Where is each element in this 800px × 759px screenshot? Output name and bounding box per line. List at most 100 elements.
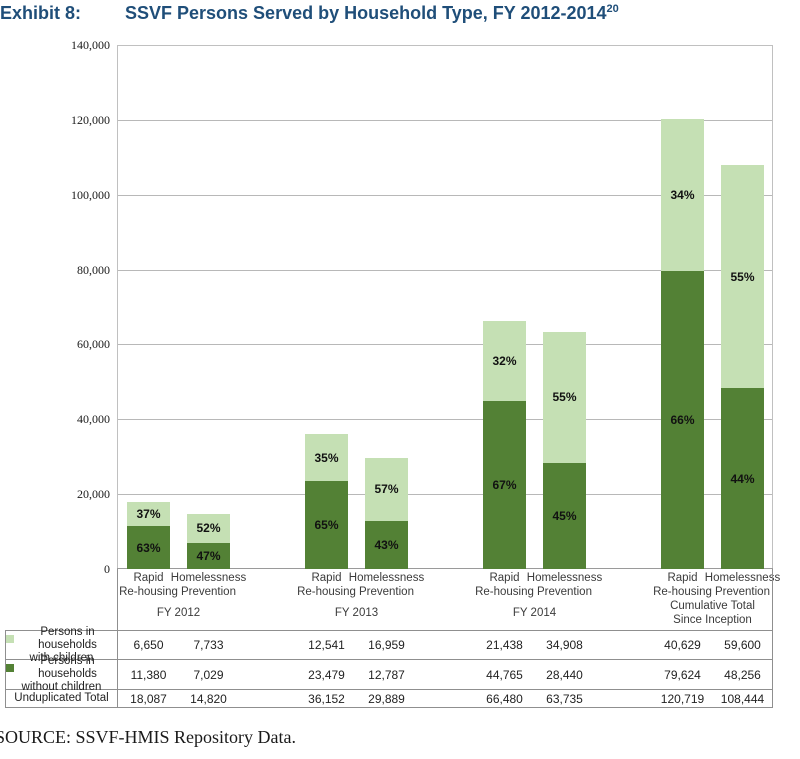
bar-category-label-line: Prevention [537, 586, 592, 598]
table-row-label-line: Persons in households [6, 655, 117, 681]
table-row-label-line: Persons in households [6, 626, 117, 652]
group-label: Cumulative Total Since Inception [623, 596, 800, 630]
table-value-cell: 59,600 [724, 638, 761, 652]
stacked-bar-2: 35% 65% [305, 434, 348, 569]
bar-segment-with-children [187, 513, 230, 543]
pct-label-without-children: 63% [136, 540, 161, 555]
table-row-label-line: Unduplicated Total [14, 692, 109, 704]
table-value-cell: 14,820 [190, 691, 227, 706]
table-value-cell: 40,629 [664, 638, 701, 652]
bar-category-label: Homelessness Prevention [688, 571, 798, 599]
table-value-cell: 120,719 [660, 691, 705, 706]
bar-segment-without-children [365, 521, 408, 569]
group-label-line: FY 2013 [334, 607, 379, 619]
table-value-cell: 108,444 [720, 691, 765, 706]
bar-category-label-line: Re-housing [653, 586, 712, 598]
stacked-bar-6: 34% 66% [661, 118, 704, 569]
pct-label-without-children: 66% [670, 412, 695, 427]
y-axis-tick-label: 140,000 [71, 38, 110, 52]
pct-label-with-children: 35% [314, 450, 339, 465]
pct-label-without-children: 67% [492, 478, 517, 493]
bar-category-label-line: Rapid [667, 572, 698, 584]
table-horizontal-border [5, 689, 773, 690]
bar-segment-without-children [483, 401, 526, 569]
pct-label-with-children: 32% [492, 354, 517, 369]
group-label-line: FY 2012 [156, 607, 201, 619]
gridline [118, 269, 772, 271]
group-label: FY 2012 [89, 596, 269, 630]
bar-category-label: Rapid Re-housing [94, 571, 204, 599]
table-value-cell: 79,624 [664, 667, 701, 682]
gridline [118, 419, 772, 421]
table-left-border [5, 630, 6, 707]
bar-category-label-line: Homelessness [170, 572, 247, 584]
legend-label-text: Persons in households [38, 625, 97, 651]
bar-segment-with-children [305, 434, 348, 482]
stacked-bar-4: 32% 67% [483, 321, 526, 569]
stacked-bar-0: 37% 63% [127, 501, 170, 569]
bar-segment-without-children [187, 542, 230, 569]
y-axis-tick-label: 100,000 [71, 187, 110, 202]
stacked-bar-3: 57% 43% [365, 457, 408, 569]
table-label-divider [117, 569, 118, 707]
pct-label-with-children: 55% [730, 269, 755, 284]
pct-label-without-children: 47% [196, 548, 221, 563]
y-axis-tick-label: 120,000 [71, 112, 110, 127]
table-value-cell: 16,959 [368, 638, 405, 652]
pct-label-with-children: 55% [552, 390, 577, 405]
table-value-cell: 34,908 [546, 638, 583, 652]
table-row-label: Persons in households with children [6, 626, 117, 664]
bar-category-label-line: Prevention [181, 586, 236, 598]
pct-label-without-children: 45% [552, 508, 577, 523]
group-label-line: Cumulative Total [670, 600, 755, 612]
exhibit-label: Exhibit 8: [0, 3, 82, 23]
bar-segment-without-children [661, 270, 704, 569]
table-row-label: Persons in households without children [6, 655, 117, 693]
table-value-cell: 12,787 [368, 667, 405, 682]
bar-category-label-line: Rapid [311, 572, 342, 584]
bar-category-label-line: Prevention [715, 586, 770, 598]
bar-segment-with-children [483, 321, 526, 402]
bar-segment-with-children [721, 165, 764, 389]
group-label-line: Since Inception [673, 614, 752, 626]
gridline [118, 119, 772, 121]
table-horizontal-border [5, 707, 773, 708]
table-value-cell: 23,479 [308, 667, 345, 682]
bar-category-label-line: Homelessness [348, 572, 425, 584]
table-value-cell: 36,152 [308, 691, 345, 706]
bar-category-label: Homelessness Prevention [154, 571, 264, 599]
table-value-cell: 11,380 [130, 667, 167, 682]
stacked-bar-5: 55% 45% [543, 331, 586, 569]
table-horizontal-border [5, 659, 773, 660]
bar-category-label-line: Homelessness [526, 572, 603, 584]
legend-swatch-without-children [6, 664, 14, 672]
gridline [118, 194, 772, 196]
title-footnote-superscript: 20 [606, 3, 619, 15]
y-axis-tick-label: 80,000 [77, 262, 110, 277]
bar-category-label-line: Re-housing [297, 586, 356, 598]
pct-label-without-children: 44% [730, 471, 755, 486]
bar-segment-with-children [365, 457, 408, 522]
bar-category-label-line: Prevention [359, 586, 414, 598]
bar-category-label-line: Rapid [489, 572, 520, 584]
pct-label-without-children: 43% [374, 538, 399, 553]
bar-category-label-line: Re-housing [475, 586, 534, 598]
pct-label-with-children: 34% [670, 187, 695, 202]
table-value-cell: 63,735 [546, 691, 583, 706]
bar-category-label: Homelessness Prevention [510, 571, 620, 599]
bar-segment-with-children [661, 118, 704, 271]
y-axis-tick-label: 0 [104, 562, 110, 576]
x-axis-line [117, 568, 773, 569]
table-row-label: Unduplicated Total [6, 690, 117, 707]
y-axis-tick-label: 40,000 [77, 412, 110, 427]
bar-segment-without-children [305, 481, 348, 569]
bar-category-label-line: Rapid [133, 572, 164, 584]
legend-swatch-with-children [6, 634, 14, 643]
table-value-cell: 7,733 [193, 638, 224, 652]
stacked-bar-1: 52% 47% [187, 513, 230, 569]
pct-label-with-children: 37% [136, 506, 161, 521]
table-row-label-line: with children [29, 651, 94, 664]
table-value-cell: 28,440 [546, 667, 583, 682]
pct-label-without-children: 65% [314, 518, 339, 533]
